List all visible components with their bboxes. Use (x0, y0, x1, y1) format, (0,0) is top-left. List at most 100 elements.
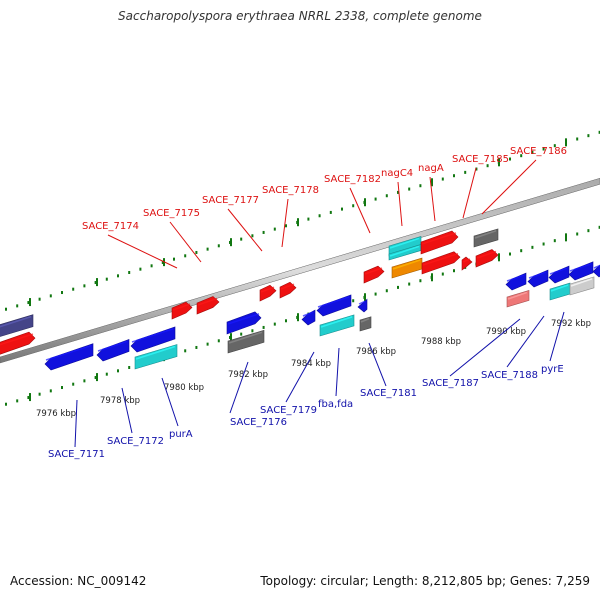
gene-feature (359, 316, 372, 332)
scale-label: 7990 kbp (486, 327, 526, 337)
upper-rail-tick (498, 158, 500, 167)
lower-rail-dot (206, 342, 209, 346)
gene-label: SACE_7188 (481, 370, 538, 381)
upper-rail-dot (385, 194, 388, 198)
gene-feature (226, 311, 262, 335)
scale-label: 7986 kbp (356, 347, 396, 357)
gene-feature (461, 256, 473, 271)
leader-line (349, 187, 371, 234)
upper-rail-dot (576, 137, 579, 141)
gene-feature (475, 249, 499, 268)
gene-label: SACE_7177 (202, 195, 259, 206)
upper-rail-dot (27, 301, 30, 305)
upper-rail-dot (105, 277, 108, 281)
gene-feature (171, 301, 193, 320)
lower-rail-dot (240, 332, 243, 336)
leader-line (281, 198, 289, 248)
gene-feature (363, 265, 385, 284)
lower-rail-tick (364, 293, 366, 302)
gene-label: SACE_7181 (360, 388, 417, 399)
gene-feature (259, 284, 277, 302)
gene-feature (316, 294, 352, 317)
lower-rail-tick (565, 233, 567, 242)
gene-feature-highlight (550, 284, 569, 292)
accession-label: Accession: NC_009142 (10, 574, 147, 588)
gene-label: nagA (418, 163, 444, 174)
upper-rail-tick (565, 138, 567, 147)
gene-label: SACE_7178 (262, 185, 319, 196)
leader-line (368, 342, 387, 387)
upper-rail-dot (285, 224, 287, 228)
leader-line (169, 221, 202, 263)
upper-rail-dot (486, 164, 489, 168)
scale-label: 7980 kbp (164, 383, 204, 393)
upper-rail-dot (150, 264, 153, 268)
upper-rail-dot (49, 294, 52, 298)
lower-rail-dot (184, 349, 187, 353)
scale-label: 7978 kbp (100, 396, 140, 406)
upper-rail-dot (206, 247, 209, 251)
scale-label: 7984 kbp (291, 359, 331, 369)
lower-rail-dot (374, 292, 377, 296)
gene-feature-highlight (358, 300, 366, 305)
upper-rail-dot (240, 237, 243, 241)
gene-feature (227, 329, 265, 354)
gene-label: SACE_7176 (230, 417, 287, 428)
upper-rail-dot (94, 281, 97, 285)
lower-rail-dot (217, 339, 220, 343)
lower-rail-dot (576, 232, 579, 236)
scale-label: 7988 kbp (421, 337, 461, 347)
lower-rail-dot (49, 389, 52, 393)
lower-rail-dot (16, 399, 19, 403)
lower-rail-dot (195, 345, 198, 349)
gene-feature-highlight (392, 259, 421, 270)
gene-feature-highlight (317, 296, 350, 308)
lower-rail-dot (397, 285, 399, 289)
upper-rail-tick (297, 218, 299, 227)
upper-rail-dot (598, 130, 600, 134)
gene-feature-highlight (569, 263, 592, 272)
lower-rail-dot (251, 329, 254, 333)
upper-rail-dot (139, 267, 142, 271)
upper-rail-dot (397, 190, 399, 194)
upper-rail-dot (341, 207, 343, 211)
gene-feature-highlight (474, 230, 497, 239)
gene-feature-highlight (506, 274, 525, 282)
lower-rail-dot (262, 325, 265, 329)
lower-rail-dot (441, 272, 444, 276)
lower-rail-dot (542, 242, 545, 246)
upper-rail-dot (173, 257, 175, 261)
upper-rail-dot (195, 250, 198, 254)
gene-feature-highlight (197, 297, 218, 306)
upper-rail-dot (117, 274, 119, 278)
gene-feature-highlight (131, 328, 174, 343)
upper-rail-dot (520, 154, 523, 158)
leader-line (107, 234, 178, 269)
upper-rail-dot (352, 204, 355, 208)
gene-feature-highlight (0, 333, 34, 346)
lower-rail-dot (5, 402, 7, 406)
upper-rail-dot (441, 177, 444, 181)
gene-feature (505, 272, 527, 291)
gene-label: purA (169, 429, 193, 440)
gene-feature (319, 314, 355, 337)
genome-backbone (0, 177, 600, 364)
gene-feature-highlight (421, 232, 457, 245)
leader-line (285, 351, 315, 403)
leader-line (429, 176, 436, 222)
gene-feature (0, 331, 36, 355)
gene-feature (279, 281, 297, 299)
upper-rail-dot (509, 157, 511, 161)
leader-line (335, 347, 340, 397)
leader-line (227, 208, 263, 252)
gene-feature-highlight (476, 250, 497, 259)
gene-label: SACE_7185 (452, 154, 509, 165)
gene-feature (548, 265, 570, 284)
gene-feature (569, 276, 595, 296)
upper-rail-dot (273, 227, 276, 231)
upper-rail-dot (128, 270, 131, 274)
upper-rail-dot (542, 147, 545, 151)
upper-rail-dot (553, 144, 556, 148)
gene-feature-highlight (507, 291, 528, 300)
